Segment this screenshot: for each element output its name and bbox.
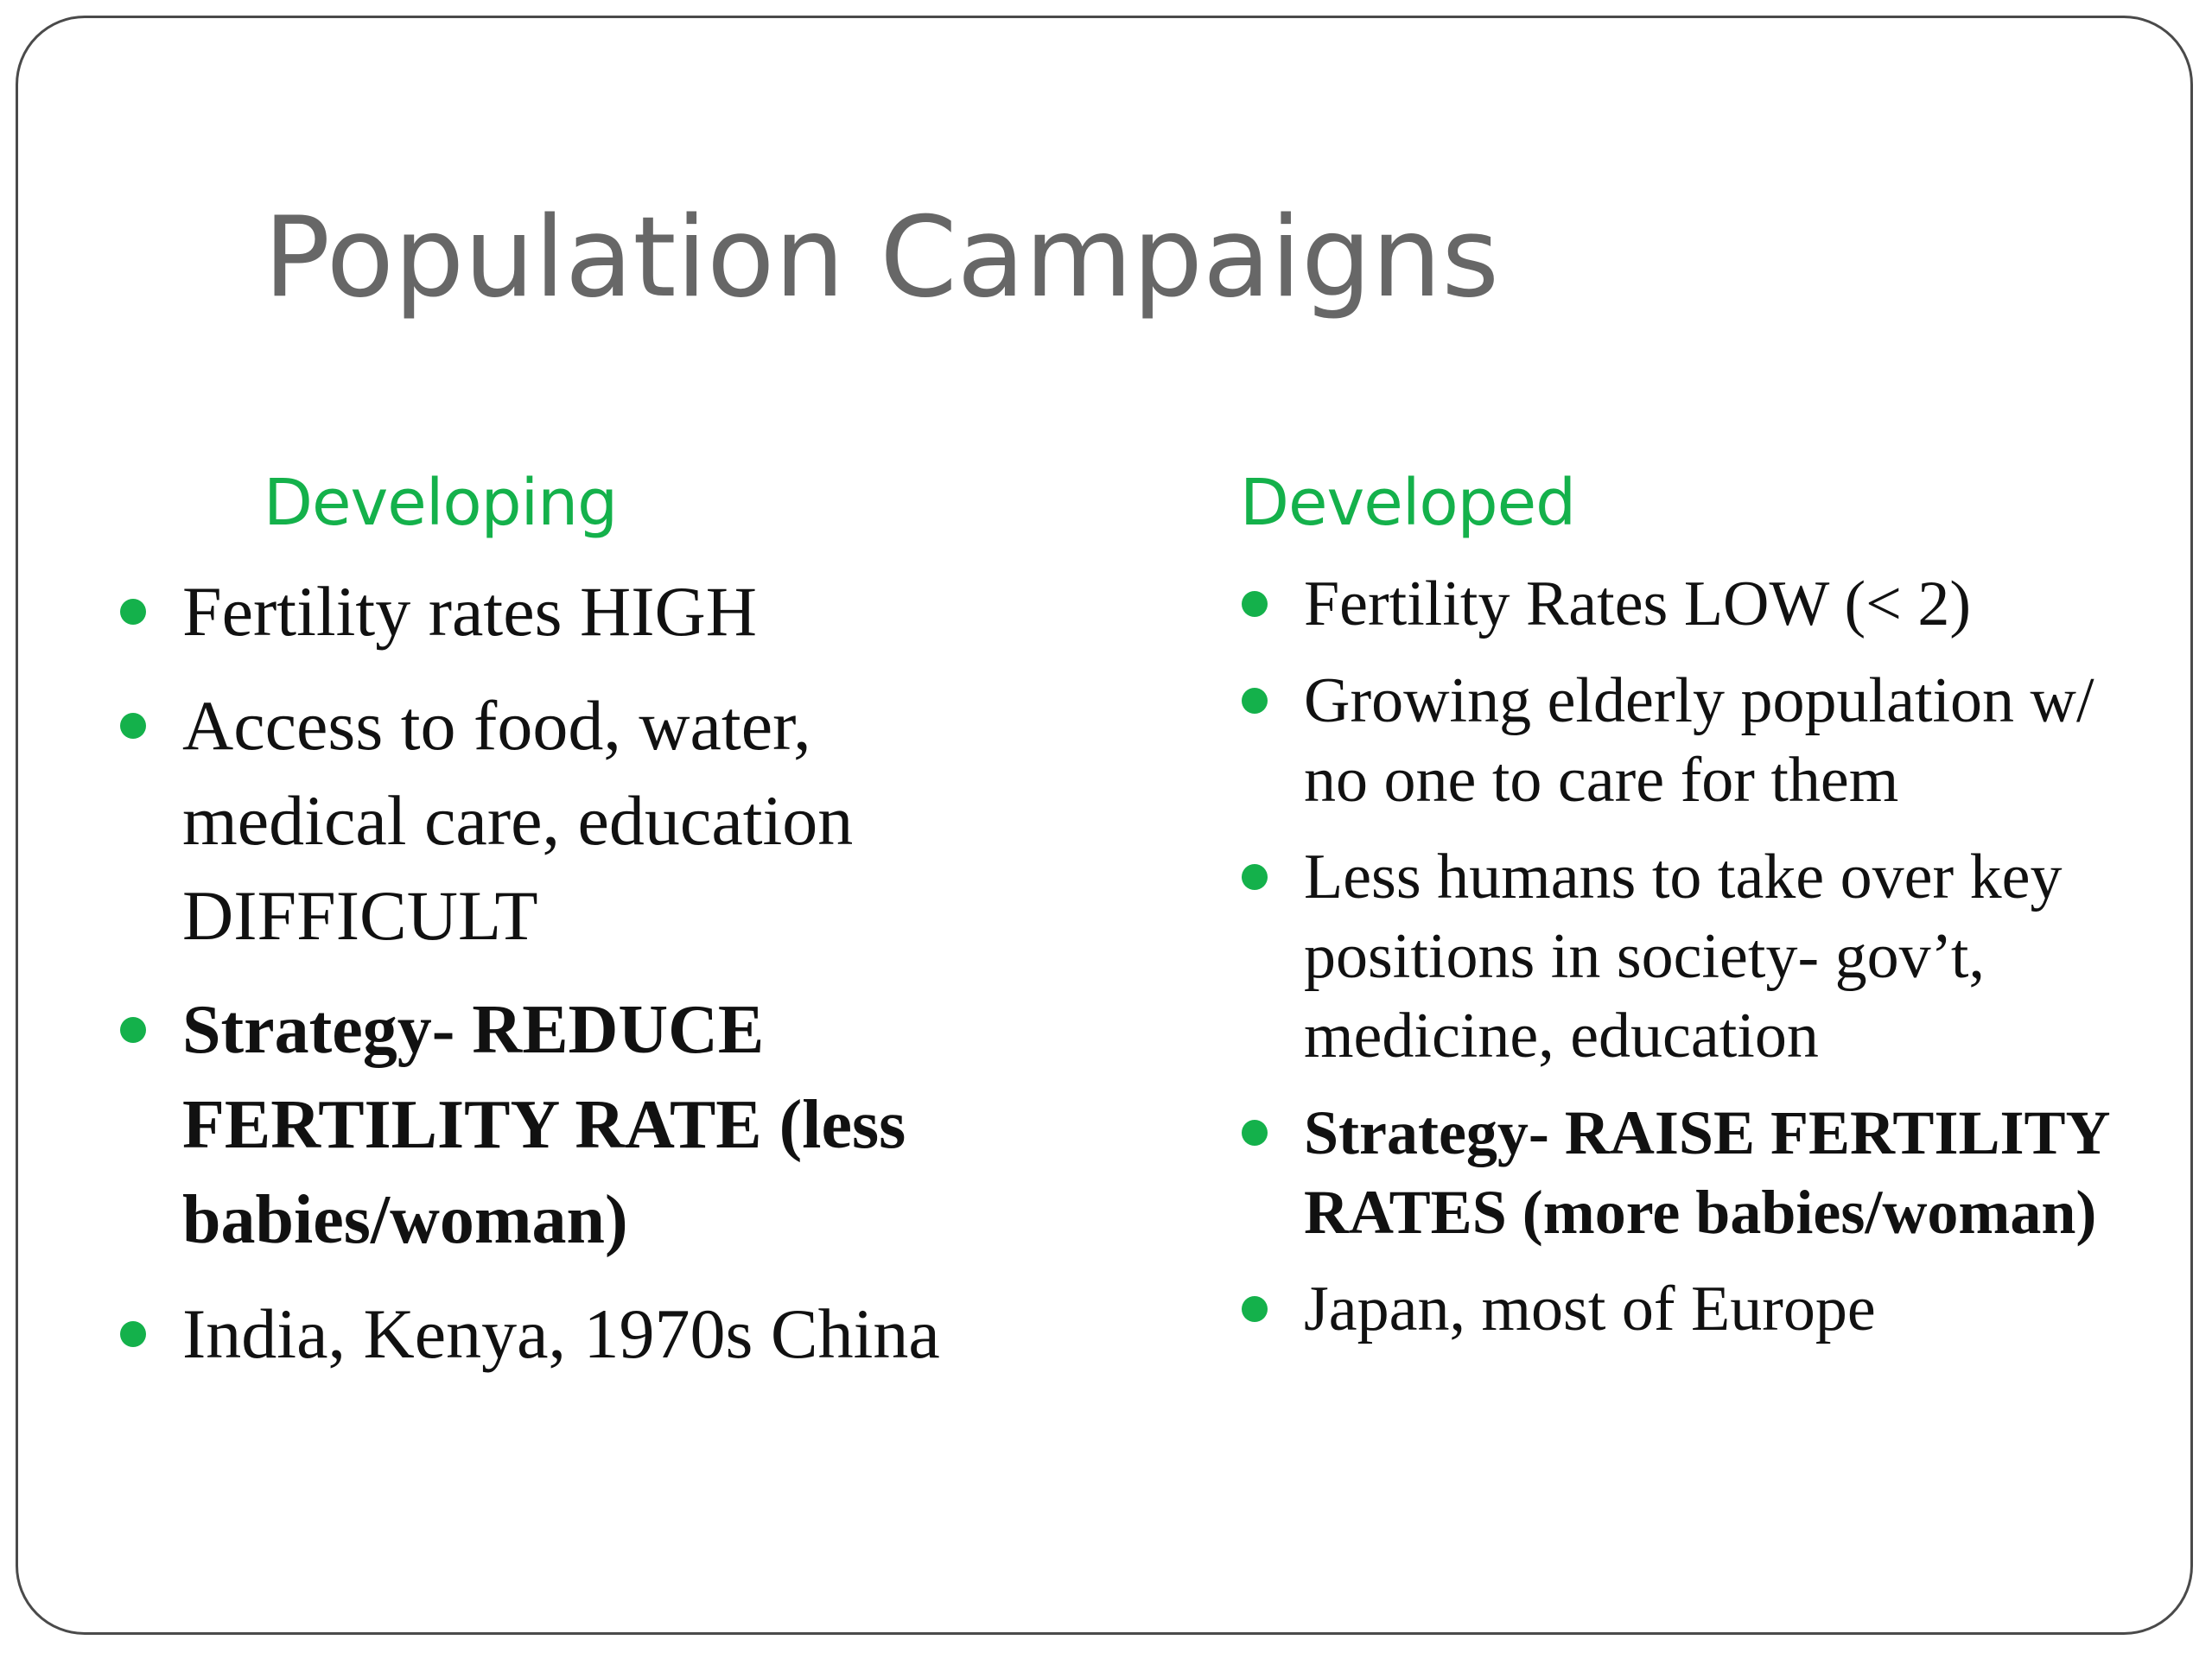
developed-bullet-list: Fertility Rates LOW (< 2) Growing elderl… [1235,564,2168,1366]
bullet-dot-icon [120,713,146,739]
list-item: Strategy- RAISE FERTILITY RATES (more ba… [1235,1093,2168,1252]
list-item: Fertility Rates LOW (< 2) [1235,564,2168,644]
bullet-dot-icon [120,599,146,625]
bullet-text: India, Kenya, 1970s China [182,1294,940,1373]
column-heading-developing: Developing [264,466,618,540]
bullet-text: Japan, most of Europe [1304,1274,1876,1344]
slide-frame: Population Campaigns Developing Develope… [16,16,2193,1635]
list-item: Japan, most of Europe [1235,1269,2168,1349]
bullet-dot-icon [1242,1120,1268,1146]
column-heading-developed: Developed [1240,466,1576,540]
bullet-text: Fertility rates HIGH [182,572,757,651]
list-item: Access to food, water, medical care, edu… [113,678,960,963]
list-item: Growing elderly population w/ no one to … [1235,661,2168,820]
bullet-dot-icon [1242,864,1268,890]
developing-bullet-list: Fertility rates HIGH Access to food, wat… [113,564,960,1401]
bullet-dot-icon [1242,591,1268,617]
bullet-dot-icon [120,1017,146,1043]
bullet-text: Fertility Rates LOW (< 2) [1304,569,1972,639]
bullet-text: Strategy- RAISE FERTILITY RATES (more ba… [1304,1098,2108,1247]
bullet-text: Strategy- REDUCE FERTILITY RATE (less ba… [182,992,906,1258]
list-item: Fertility rates HIGH [113,564,960,659]
list-item: India, Kenya, 1970s China [113,1287,960,1382]
slide-title: Population Campaigns [264,194,1499,322]
bullet-text: Growing elderly population w/ no one to … [1304,665,2094,816]
bullet-text: Less humans to take over key positions i… [1304,842,2063,1071]
list-item: Less humans to take over key positions i… [1235,837,2168,1076]
bullet-dot-icon [1242,688,1268,714]
list-item: Strategy- REDUCE FERTILITY RATE (less ba… [113,982,960,1268]
bullet-dot-icon [120,1321,146,1347]
bullet-text: Access to food, water, medical care, edu… [182,686,854,955]
bullet-dot-icon [1242,1296,1268,1322]
